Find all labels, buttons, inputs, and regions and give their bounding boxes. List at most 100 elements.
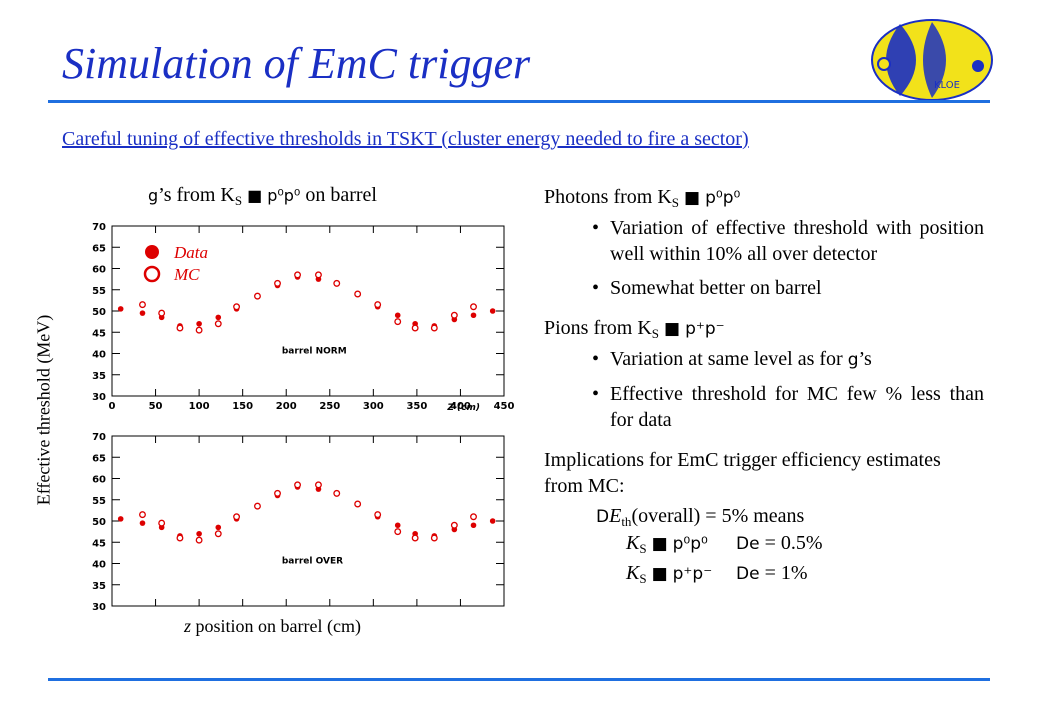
list-item: • Variation at same level as for g’s <box>592 348 872 370</box>
x-tick-label: 50 <box>149 401 163 412</box>
y-tick-label: 30 <box>92 392 106 403</box>
x-tick-label: 350 <box>406 401 427 412</box>
mc-point <box>430 534 438 542</box>
mc-point <box>450 521 458 529</box>
panel-label: barrel OVER <box>282 557 343 567</box>
y-tick-label: 30 <box>92 602 106 610</box>
photons-heading: Photons from KS ■ p⁰p⁰ <box>544 186 741 210</box>
y-tick-label: 50 <box>92 517 106 528</box>
data-point <box>489 518 496 524</box>
data-point <box>139 310 146 316</box>
svg-text:KLOE: KLOE <box>934 80 960 91</box>
slide-subtitle: Careful tuning of effective thresholds i… <box>62 128 749 150</box>
y-tick-label: 70 <box>92 222 106 233</box>
bullet-icon: • <box>592 348 600 370</box>
y-tick-label: 55 <box>92 286 106 297</box>
text-column: Photons from KS ■ p⁰p⁰ • Variation of eff… <box>544 184 984 590</box>
legend-mc-marker <box>143 265 161 283</box>
mc-point <box>214 530 222 538</box>
mc-point <box>195 536 203 544</box>
y-tick-label: 55 <box>92 496 106 507</box>
x-axis-label: z position on barrel (cm) <box>184 616 361 636</box>
list-item: • Somewhat better on barrel <box>592 277 822 299</box>
mc-point <box>394 318 402 326</box>
pions-heading: Pions from KS ■ p⁺p⁻ <box>544 317 725 341</box>
panel-label: barrel NORM <box>282 347 347 357</box>
mc-point <box>470 513 477 521</box>
plot-frame <box>111 435 505 607</box>
x-tick-label: 250 <box>319 401 340 412</box>
mc-point <box>333 489 341 497</box>
mc-point <box>294 481 301 489</box>
mc-point <box>470 303 477 311</box>
mc-point <box>354 500 362 508</box>
mc-point <box>294 271 301 279</box>
data-point <box>196 530 202 537</box>
x-tick-label: 450 <box>494 401 515 412</box>
mc-point <box>354 290 362 298</box>
plot-frame <box>111 225 505 397</box>
mc-point <box>139 301 146 309</box>
y-tick-label: 65 <box>92 243 106 254</box>
mc-point <box>233 303 241 311</box>
mc-point <box>176 534 184 542</box>
threshold-chart: 30 35 40 45 50 55 60 65 70 0 50 100 150 200 250 300 350 4… <box>92 222 515 610</box>
data-point <box>117 306 124 312</box>
y-tick-label: 35 <box>92 581 106 592</box>
mc-point <box>233 513 241 521</box>
data-point <box>215 314 222 321</box>
mc-point <box>176 324 184 332</box>
y-tick-label: 45 <box>92 328 106 339</box>
mc-point <box>394 528 402 536</box>
x-tick-label: 300 <box>363 401 384 412</box>
data-point <box>215 524 222 531</box>
y-tick-label: 35 <box>92 371 106 382</box>
x-tick-label: 200 <box>276 401 297 412</box>
x-tick-label: 400 <box>450 401 471 412</box>
kloe-logo-icon: KLOE <box>871 19 993 101</box>
x-tick-label: 0 <box>109 401 116 412</box>
slide-title: Simulation of EmC trigger <box>62 39 531 88</box>
bullet-icon: • <box>592 277 600 299</box>
mc-point <box>214 320 222 328</box>
legend-label: Data <box>173 243 208 262</box>
plot-caption: g’s from KS ■ p⁰p⁰ on barrel <box>148 184 377 207</box>
mc-point <box>315 481 322 489</box>
title-divider <box>48 100 990 103</box>
mc-point <box>430 324 438 332</box>
y-tick-label: 65 <box>92 453 106 464</box>
y-tick-label: 60 <box>92 265 106 276</box>
data-point <box>139 520 146 526</box>
mc-point <box>411 324 419 332</box>
mc-point <box>158 309 166 317</box>
y-tick-label: 40 <box>92 560 106 571</box>
decay-symbol: p⁰p⁰ <box>267 186 301 205</box>
data-point <box>470 522 477 529</box>
mc-point <box>158 519 166 527</box>
efficiency-row: KS ■ p⁺p⁻ De = 1% <box>626 562 808 586</box>
mc-point <box>254 502 261 510</box>
data-point <box>196 320 202 327</box>
caption-subscript: S <box>234 193 243 208</box>
list-item: • Effective threshold for MC few % less t… <box>592 383 984 431</box>
mc-point <box>374 511 382 519</box>
y-tick-label: 45 <box>92 538 106 549</box>
arrow-symbol: ■ <box>247 186 263 205</box>
legend-label: MC <box>173 265 200 284</box>
x-tick-label: 150 <box>232 401 253 412</box>
mc-point <box>333 279 341 287</box>
gamma-symbol: g <box>148 186 159 205</box>
mc-point <box>450 311 458 319</box>
mc-point <box>254 292 261 300</box>
y-tick-label: 70 <box>92 432 106 443</box>
bullet-icon: • <box>592 383 600 405</box>
data-point <box>489 308 496 314</box>
data-point <box>117 516 124 522</box>
caption-suffix: on barrel <box>305 184 377 206</box>
y-axis-label: Effective threshold (MeV) <box>33 314 54 506</box>
y-tick-label: 40 <box>92 350 106 361</box>
mc-point <box>315 271 322 279</box>
x-axis-unit-label: Z (cm) <box>446 403 480 413</box>
y-tick-label: 60 <box>92 475 106 486</box>
x-tick-label: 100 <box>189 401 210 412</box>
